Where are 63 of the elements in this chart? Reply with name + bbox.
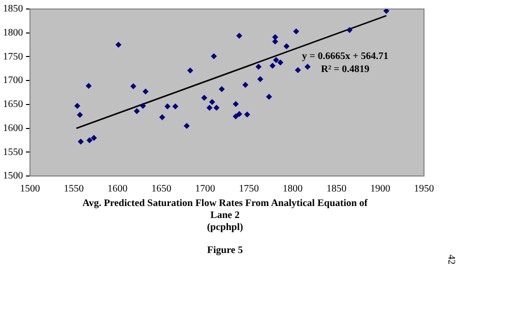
text: 42 — [446, 254, 456, 264]
x-tick-label: 1500 — [20, 184, 40, 195]
point — [256, 64, 262, 70]
point — [142, 88, 149, 95]
y-tick-label: 1700 — [3, 75, 23, 86]
point — [74, 102, 80, 109]
x-tick-label: 1550 — [64, 184, 84, 195]
point — [244, 111, 250, 118]
point — [206, 104, 212, 111]
point — [293, 28, 300, 34]
point — [270, 62, 276, 69]
point — [257, 76, 264, 82]
point — [209, 99, 216, 106]
point — [273, 57, 280, 64]
annotation: R² = 0.4819 — [320, 64, 370, 76]
point — [140, 102, 146, 109]
point — [236, 32, 242, 39]
point — [218, 86, 225, 92]
x-tick-label: 1750 — [238, 184, 259, 195]
caption: Figure 5 — [206, 245, 244, 256]
point — [277, 59, 284, 66]
point — [213, 104, 220, 111]
point — [346, 26, 353, 33]
y-tick-label: 1650 — [3, 99, 23, 110]
point — [134, 108, 140, 114]
point — [172, 103, 178, 110]
point — [76, 112, 83, 118]
x-tick-label: 1850 — [326, 184, 346, 195]
y-tick-label: 1550 — [3, 146, 23, 158]
point — [284, 43, 290, 50]
point — [86, 137, 93, 144]
point — [304, 64, 311, 70]
point — [210, 53, 217, 60]
point — [236, 110, 242, 117]
point — [130, 83, 136, 90]
x-tick-label: 1900 — [370, 184, 390, 195]
point — [242, 82, 248, 88]
y-tick-label: 1800 — [3, 27, 23, 38]
point — [86, 82, 92, 89]
point — [187, 68, 194, 74]
point — [232, 113, 239, 120]
x-tick-label: 1700 — [195, 184, 216, 195]
point — [383, 9, 390, 14]
y-tick-label: 1600 — [3, 122, 23, 134]
point — [294, 67, 301, 74]
point — [232, 100, 239, 107]
point — [266, 94, 272, 100]
x-axis-title: Avg. Predicted Saturation Flow Rates From Analytical Equation of Lane 2 (pcphpl) — [81, 198, 369, 234]
y-tick-label: 1500 — [3, 170, 23, 182]
point — [78, 138, 84, 145]
point — [184, 122, 190, 129]
point — [201, 94, 208, 101]
x-tick-label: 1650 — [151, 184, 172, 195]
x-tick-label: 1600 — [108, 184, 128, 195]
point — [90, 134, 97, 141]
annotation: y = 0.6665x + 564.71 — [302, 51, 388, 62]
x-tick-label: 1800 — [282, 184, 303, 195]
y-tick-label: 1750 — [3, 51, 23, 62]
point — [115, 42, 122, 48]
x-tick-label: 1950 — [414, 184, 434, 195]
point — [164, 103, 170, 110]
y-tick-label: 1850 — [3, 4, 23, 15]
point — [159, 114, 166, 120]
